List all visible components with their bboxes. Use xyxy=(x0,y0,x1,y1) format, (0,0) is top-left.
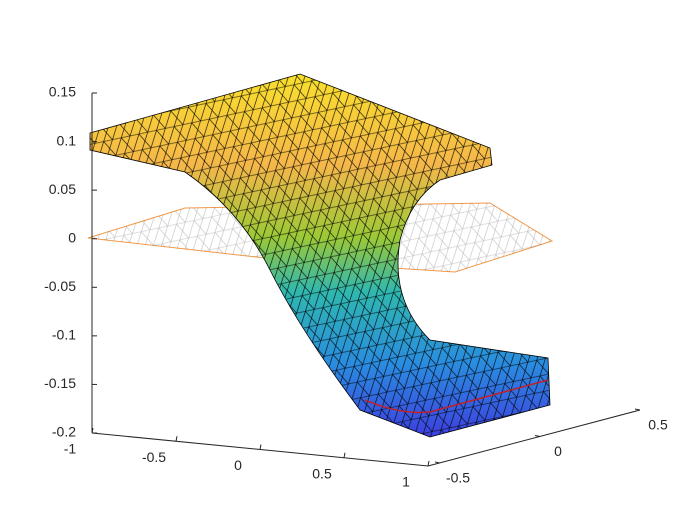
z-tick-label: 0 xyxy=(68,229,76,245)
x-tick-label: -1 xyxy=(64,441,77,457)
z-tick-label: 0.05 xyxy=(49,181,76,197)
x-tick xyxy=(343,452,346,458)
z-tick-label: 0.1 xyxy=(57,132,77,148)
z-tick-label: -0.15 xyxy=(44,375,76,391)
surface xyxy=(89,73,551,438)
z-tick-label: -0.2 xyxy=(52,424,76,440)
x-tick-label: 0.5 xyxy=(312,465,332,481)
x-tick xyxy=(427,460,430,467)
z-tick-label: -0.1 xyxy=(52,327,76,343)
x-tick xyxy=(259,444,262,450)
y-tick-label: 0.5 xyxy=(648,417,668,433)
y-tick xyxy=(634,408,641,411)
y-tick-label: 0 xyxy=(554,443,562,459)
x-tick-label: -0.5 xyxy=(142,449,166,465)
y-axis xyxy=(427,409,641,467)
y-tick xyxy=(534,435,541,437)
x-tick-label: 0 xyxy=(234,457,242,473)
x-tick xyxy=(91,427,94,434)
x-tick xyxy=(175,436,178,442)
x-tick-label: 1 xyxy=(402,474,410,490)
y-tick xyxy=(434,461,441,464)
z-tick-label: 0.15 xyxy=(49,84,76,100)
z-tick-label: -0.05 xyxy=(44,278,76,294)
y-tick-label: -0.5 xyxy=(446,470,470,486)
